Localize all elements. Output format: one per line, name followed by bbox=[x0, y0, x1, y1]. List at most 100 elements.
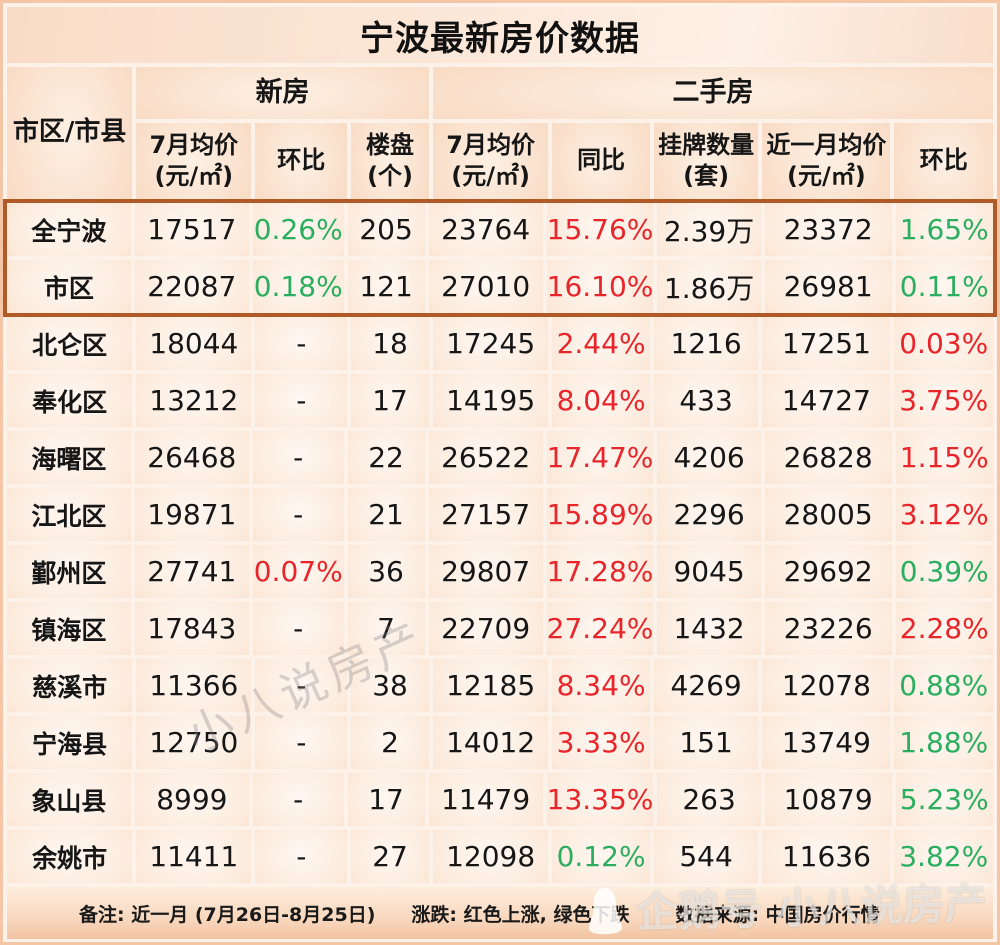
cell-district: 奉化区 bbox=[7, 374, 133, 427]
table-body: 全宁波 17517 0.26% 205 23764 15.76% 2.39万 2… bbox=[3, 199, 997, 883]
cell-projects: 36 bbox=[347, 545, 425, 598]
cell-projects: 21 bbox=[347, 488, 425, 541]
header-new-avg-price: 7月均价(元/㎡) bbox=[136, 123, 252, 199]
cell-used-yoy: 15.89% bbox=[546, 488, 654, 541]
cell-month-avg: 13749 bbox=[762, 716, 891, 769]
cell-projects: 22 bbox=[347, 431, 425, 484]
cell-new-price: 11411 bbox=[136, 830, 252, 883]
cell-listings: 1.86万 bbox=[657, 260, 761, 313]
cell-listings: 1216 bbox=[653, 317, 759, 370]
cell-used-price: 22709 bbox=[428, 602, 543, 655]
header-used-avg-price: 7月均价(元/㎡) bbox=[432, 123, 549, 199]
cell-projects: 38 bbox=[351, 659, 429, 712]
page-title: 宁波最新房价数据 bbox=[7, 7, 993, 63]
cell-month-avg: 17251 bbox=[762, 317, 891, 370]
cell-new-mom: - bbox=[255, 716, 348, 769]
cell-listings: 4206 bbox=[657, 431, 761, 484]
cell-projects: 17 bbox=[351, 374, 429, 427]
cell-listings: 1432 bbox=[657, 602, 761, 655]
cell-new-price: 26468 bbox=[134, 431, 249, 484]
cell-used-price: 12185 bbox=[432, 659, 549, 712]
cell-new-price: 17843 bbox=[134, 602, 249, 655]
cell-month-avg: 14727 bbox=[762, 374, 891, 427]
cell-used-mom: 3.12% bbox=[895, 488, 993, 541]
cell-projects: 205 bbox=[347, 203, 425, 256]
cell-listings: 2296 bbox=[657, 488, 761, 541]
cell-used-mom: 0.11% bbox=[895, 260, 993, 313]
cell-district: 宁海县 bbox=[7, 716, 133, 769]
header-group-new: 新房 bbox=[136, 67, 429, 119]
cell-used-mom: 0.03% bbox=[894, 317, 993, 370]
cell-used-price: 14195 bbox=[432, 374, 549, 427]
cell-district: 海曙区 bbox=[7, 431, 131, 484]
cell-used-yoy: 0.12% bbox=[552, 830, 650, 883]
cell-used-price: 27157 bbox=[428, 488, 543, 541]
header-listings: 挂牌数量(套) bbox=[653, 123, 759, 199]
cell-used-price: 11479 bbox=[428, 773, 543, 826]
footer-note: 备注: 近一月 (7月26日-8月25日) bbox=[79, 903, 376, 926]
cell-month-avg: 23372 bbox=[764, 203, 892, 256]
table-row: 镇海区 17843 - 7 22709 27.24% 1432 23226 2.… bbox=[7, 602, 993, 655]
cell-district: 市区 bbox=[7, 260, 131, 313]
cell-used-yoy: 27.24% bbox=[546, 602, 654, 655]
cell-new-price: 17517 bbox=[134, 203, 249, 256]
cell-new-mom: 0.18% bbox=[252, 260, 344, 313]
cell-projects: 7 bbox=[347, 602, 425, 655]
cell-listings: 9045 bbox=[657, 545, 761, 598]
cell-used-mom: 3.75% bbox=[894, 374, 993, 427]
cell-listings: 2.39万 bbox=[657, 203, 761, 256]
table-row: 北仑区 18044 - 18 17245 2.44% 1216 17251 0.… bbox=[7, 317, 993, 370]
cell-used-yoy: 17.47% bbox=[546, 431, 654, 484]
cell-new-mom: - bbox=[252, 488, 344, 541]
cell-listings: 433 bbox=[653, 374, 759, 427]
cell-used-price: 29807 bbox=[428, 545, 543, 598]
header-used-yoy: 同比 bbox=[552, 123, 650, 199]
cell-new-price: 8999 bbox=[134, 773, 249, 826]
table-row: 余姚市 11411 - 27 12098 0.12% 544 11636 3.8… bbox=[7, 830, 993, 883]
cell-month-avg: 28005 bbox=[764, 488, 892, 541]
header-month-avg: 近一月均价(元/㎡) bbox=[762, 123, 891, 199]
table-row: 象山县 8999 - 17 11479 13.35% 263 10879 5.2… bbox=[7, 773, 993, 826]
table-row: 海曙区 26468 - 22 26522 17.47% 4206 26828 1… bbox=[7, 431, 993, 484]
cell-used-yoy: 3.33% bbox=[552, 716, 650, 769]
cell-used-yoy: 2.44% bbox=[552, 317, 650, 370]
cell-used-yoy: 13.35% bbox=[546, 773, 654, 826]
table-row: 鄞州区 27741 0.07% 36 29807 17.28% 9045 296… bbox=[7, 545, 993, 598]
cell-projects: 18 bbox=[351, 317, 429, 370]
cell-used-price: 12098 bbox=[432, 830, 549, 883]
cell-used-yoy: 8.34% bbox=[552, 659, 650, 712]
cell-used-yoy: 15.76% bbox=[546, 203, 654, 256]
cell-used-mom: 2.28% bbox=[895, 602, 993, 655]
cell-district: 全宁波 bbox=[7, 203, 131, 256]
cell-listings: 4269 bbox=[653, 659, 759, 712]
cell-projects: 2 bbox=[351, 716, 429, 769]
cell-used-price: 23764 bbox=[428, 203, 543, 256]
cell-listings: 544 bbox=[653, 830, 759, 883]
cell-district: 鄞州区 bbox=[7, 545, 131, 598]
cell-month-avg: 11636 bbox=[762, 830, 891, 883]
cell-month-avg: 29692 bbox=[764, 545, 892, 598]
cell-new-price: 11366 bbox=[136, 659, 252, 712]
cell-listings: 151 bbox=[653, 716, 759, 769]
cell-new-mom: - bbox=[252, 773, 344, 826]
header-corner: 市区/市县 bbox=[7, 67, 133, 199]
cell-used-mom: 1.65% bbox=[895, 203, 993, 256]
cell-district: 镇海区 bbox=[7, 602, 131, 655]
table-row: 全宁波 17517 0.26% 205 23764 15.76% 2.39万 2… bbox=[7, 203, 993, 256]
header-projects: 楼盘(个) bbox=[351, 123, 429, 199]
cell-new-price: 27741 bbox=[134, 545, 249, 598]
header-used-mom: 环比 bbox=[894, 123, 993, 199]
cell-used-price: 27010 bbox=[428, 260, 543, 313]
cell-used-price: 14012 bbox=[432, 716, 549, 769]
cell-district: 江北区 bbox=[7, 488, 131, 541]
cell-month-avg: 26828 bbox=[764, 431, 892, 484]
footer: 备注: 近一月 (7月26日-8月25日) 涨跌: 红色上涨, 绿色下跌 数据来… bbox=[7, 887, 993, 939]
table-header: 市区/市县 新房 二手房 7月均价(元/㎡) 环比 楼盘(个) 7月均价(元/㎡… bbox=[7, 67, 993, 199]
footer-source: 数据来源: 中国房价行情 bbox=[675, 903, 880, 926]
cell-district: 象山县 bbox=[7, 773, 131, 826]
cell-month-avg: 26981 bbox=[764, 260, 892, 313]
cell-district: 北仑区 bbox=[7, 317, 133, 370]
cell-district: 余姚市 bbox=[7, 830, 133, 883]
cell-new-mom: - bbox=[255, 830, 348, 883]
